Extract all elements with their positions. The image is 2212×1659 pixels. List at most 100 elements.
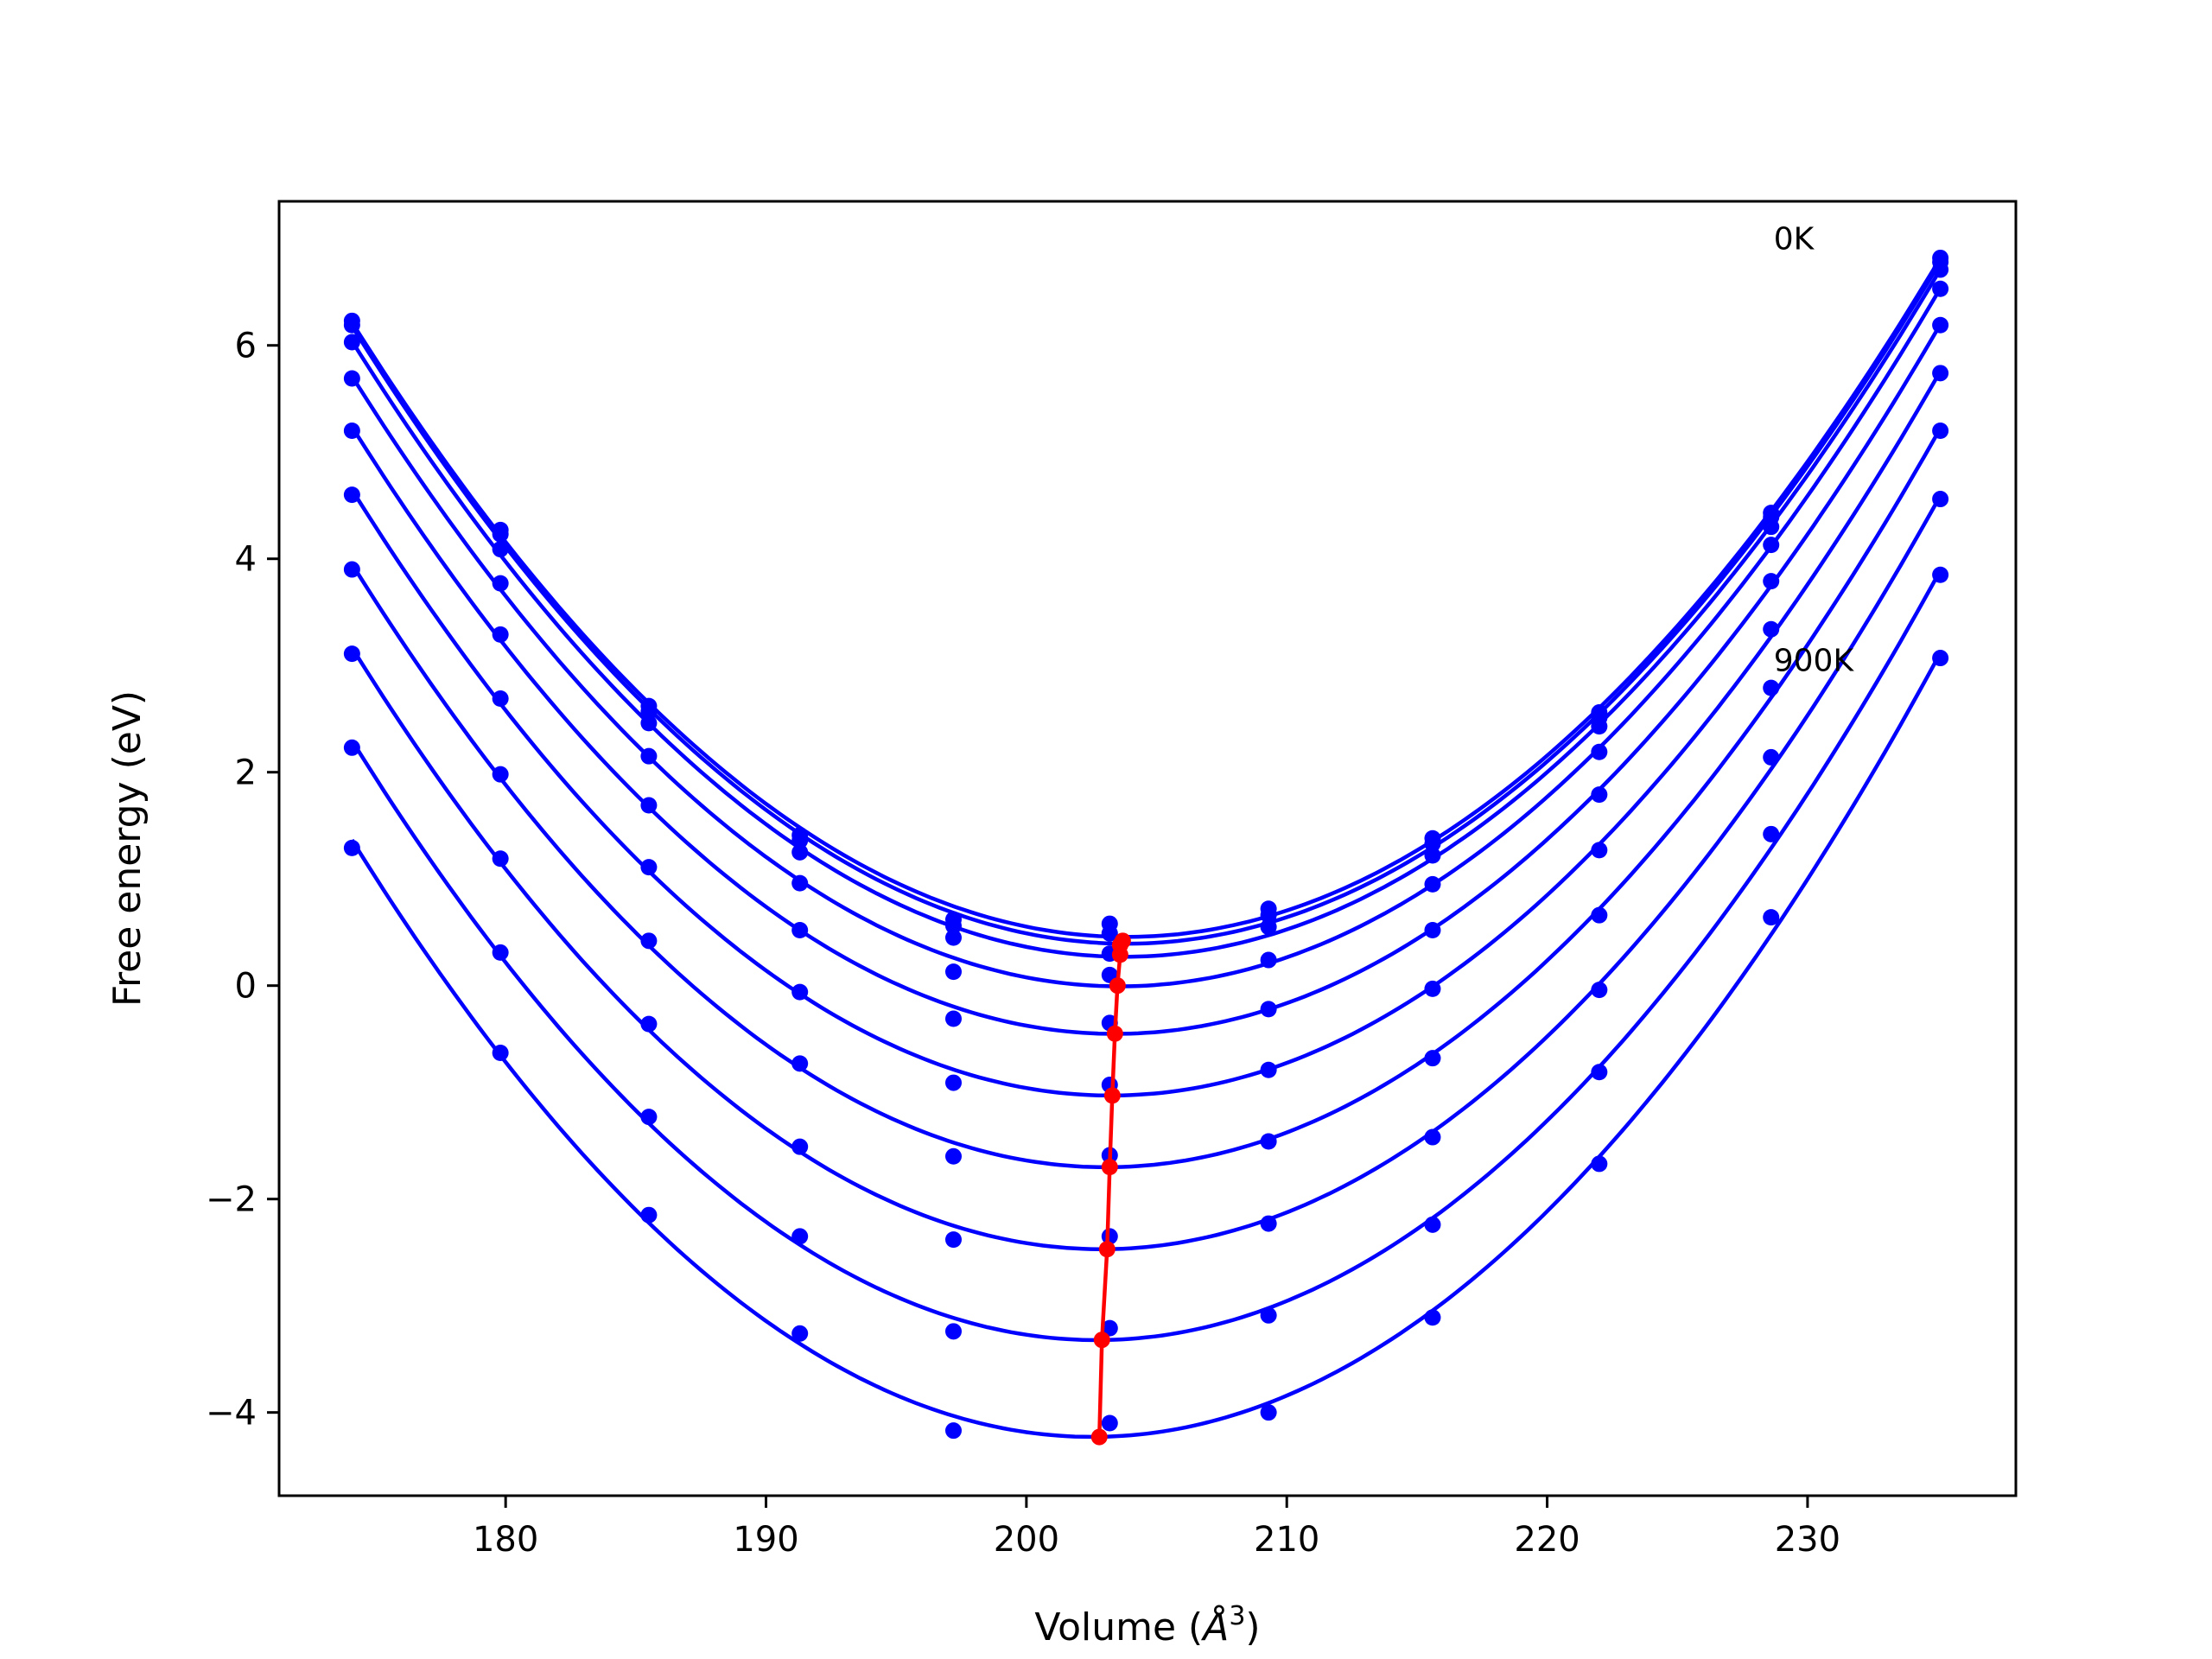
data-point [1260, 1001, 1277, 1018]
data-point [1591, 982, 1608, 999]
data-point [791, 843, 809, 861]
data-point [791, 921, 809, 938]
data-point [1260, 1404, 1277, 1421]
data-point [791, 1228, 809, 1245]
data-point [1932, 261, 1949, 278]
data-point [343, 645, 360, 663]
y-axis-label: Free energy (eV) [105, 690, 149, 1007]
data-point [640, 1109, 658, 1126]
data-point [492, 944, 509, 961]
fit-curve-9 [350, 652, 1942, 1440]
data-point [791, 983, 809, 1001]
data-point [1424, 921, 1441, 938]
data-point [640, 1206, 658, 1224]
data-point [1591, 1064, 1608, 1081]
x-tick-label: 180 [473, 1520, 538, 1560]
fit-curve-0 [350, 257, 1942, 939]
data-point [492, 575, 509, 592]
fit-curve-3 [350, 287, 1942, 988]
data-point [1591, 1155, 1608, 1173]
data-point [492, 626, 509, 643]
minimum-point [1106, 1025, 1123, 1042]
data-point [640, 932, 658, 950]
data-point [1260, 1061, 1277, 1078]
y-tick-label: 6 [235, 327, 257, 366]
data-point [791, 1055, 809, 1072]
fit-curve-8 [350, 569, 1942, 1343]
data-point [640, 702, 658, 720]
minimum-point [1093, 1332, 1110, 1349]
data-point [640, 715, 658, 732]
data-point [1932, 365, 1949, 382]
plot-area: 0K 900K [343, 222, 1949, 1446]
data-point [1763, 825, 1780, 842]
data-point [944, 963, 962, 981]
data-point [1591, 743, 1608, 760]
data-point [492, 541, 509, 558]
fit-curve-7 [350, 494, 1942, 1251]
data-point [1424, 980, 1441, 997]
data-point [640, 747, 658, 765]
data-point [944, 1147, 962, 1165]
x-tick-label: 190 [733, 1520, 798, 1560]
minimum-point [1103, 1087, 1121, 1104]
fit-curve-2 [350, 268, 1942, 959]
data-point [492, 850, 509, 868]
fit-curve-1 [350, 260, 1942, 946]
x-tick-label: 230 [1775, 1520, 1840, 1560]
fit-curve-6 [350, 427, 1942, 1170]
data-point [791, 1138, 809, 1155]
data-point [791, 1325, 809, 1342]
y-tick-label: 4 [235, 540, 257, 580]
data-point [1591, 842, 1608, 859]
data-point [1424, 875, 1441, 893]
minimum-point [1098, 1241, 1116, 1258]
data-point [1424, 1309, 1441, 1326]
data-point [1763, 620, 1780, 638]
data-point [343, 423, 360, 440]
data-point [1424, 835, 1441, 852]
minimum-point [1101, 1159, 1118, 1176]
y-tick-label: 2 [235, 753, 257, 793]
data-point [640, 797, 658, 814]
minimum-point [1109, 977, 1126, 995]
data-point [1932, 566, 1949, 583]
temperature-annotation: 0K [1774, 222, 1815, 257]
data-point [791, 874, 809, 892]
data-point [1932, 491, 1949, 508]
data-point [1763, 679, 1780, 696]
data-point [944, 1422, 962, 1440]
data-point [1101, 925, 1118, 942]
data-point [944, 1231, 962, 1249]
data-point [640, 1015, 658, 1033]
minimum-point [1090, 1428, 1108, 1446]
data-point [1932, 650, 1949, 667]
data-point [492, 690, 509, 707]
data-point [1260, 1306, 1277, 1324]
data-point [1424, 1216, 1441, 1233]
y-tick-label: −4 [206, 1394, 257, 1433]
x-axis-label: Volume (Å3) [1034, 1601, 1260, 1649]
fit-curve-5 [350, 370, 1942, 1098]
data-point [1424, 1128, 1441, 1146]
axes-frame [277, 200, 2018, 1497]
data-point [492, 766, 509, 783]
data-point [343, 486, 360, 504]
data-point [944, 1010, 962, 1027]
data-point [1591, 786, 1608, 804]
y-tick-label: 0 [235, 967, 257, 1007]
data-point [640, 859, 658, 876]
data-point [1260, 906, 1277, 924]
data-point [1763, 518, 1780, 536]
data-point [1424, 847, 1441, 864]
data-point [1424, 1050, 1441, 1067]
data-point [1932, 280, 1949, 297]
data-point [1260, 1133, 1277, 1150]
data-point [1101, 1319, 1118, 1337]
data-point [944, 929, 962, 946]
data-point [1763, 537, 1780, 554]
data-point [343, 739, 360, 756]
data-point [1591, 906, 1608, 924]
